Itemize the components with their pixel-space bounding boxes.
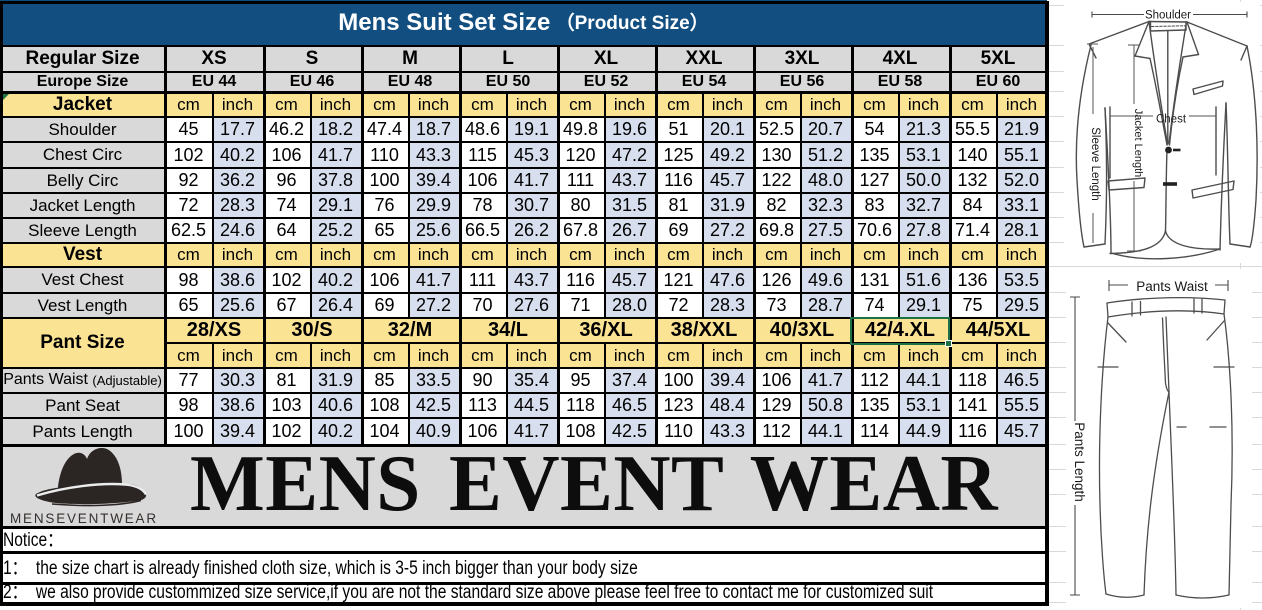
svg-text:Chest: Chest [1156,114,1187,126]
svg-text:Jacket Length: Jacket Length [1132,109,1144,178]
svg-text:Pants Length: Pants Length [1072,422,1087,502]
svg-text:Pants Waist: Pants Waist [1136,279,1208,294]
svg-text:Shoulder: Shoulder [1145,10,1191,22]
svg-text:Sleeve Length: Sleeve Length [1089,127,1101,201]
